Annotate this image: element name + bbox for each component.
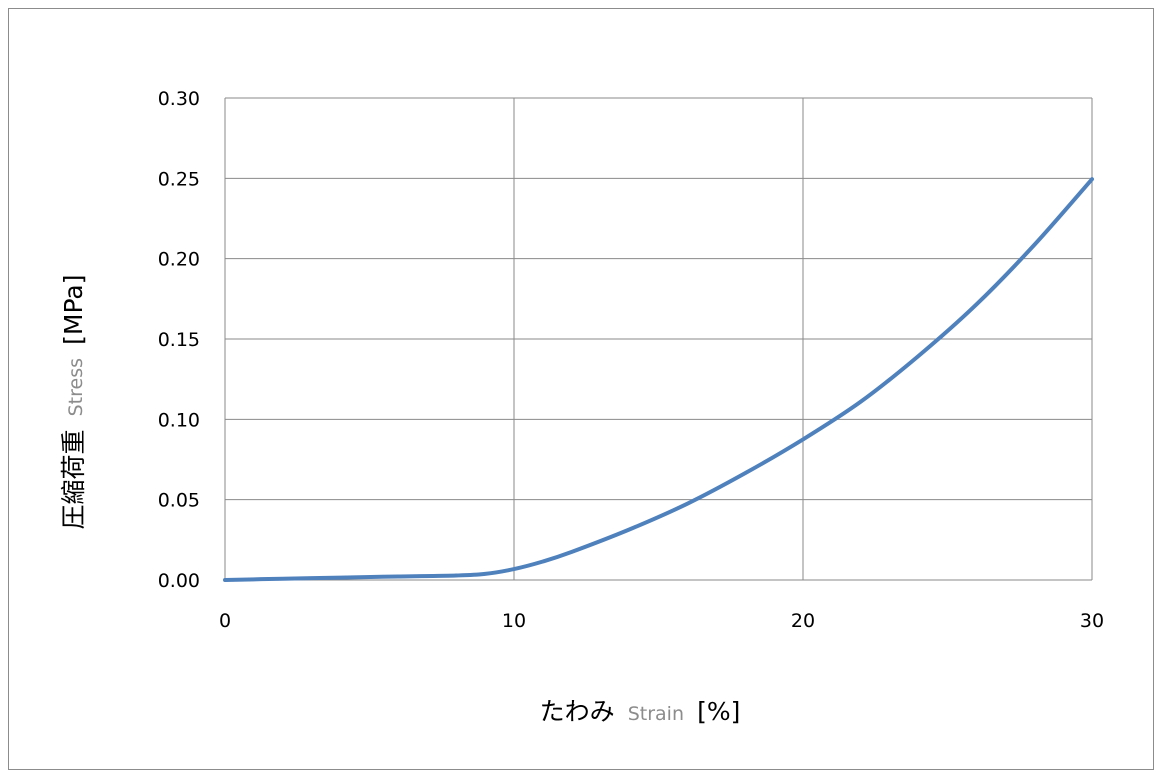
y-axis-title: 圧縮荷重 Stress [MPa] <box>59 275 88 530</box>
x-tick-label: 30 <box>1080 610 1104 632</box>
x-tick-label: 0 <box>219 610 231 632</box>
y-axis-title-unit: [MPa] <box>59 275 88 345</box>
x-axis-title: たわみ Strain [%] <box>540 697 741 726</box>
series-line <box>223 177 1094 582</box>
y-axis-title-en: Stress <box>65 358 87 416</box>
y-tick-label: 0.30 <box>158 88 200 110</box>
x-tick-label: 20 <box>791 610 815 632</box>
x-axis-title-unit: [%] <box>697 697 740 726</box>
x-axis-title-jp: たわみ <box>540 697 615 726</box>
y-axis-title-jp: 圧縮荷重 <box>59 429 88 529</box>
series-layer <box>223 177 1094 582</box>
y-tick-label: 0.05 <box>158 490 200 512</box>
y-tick-label: 0.15 <box>158 329 200 351</box>
x-axis-title-en: Strain <box>628 703 684 725</box>
tick-labels: 0.00 0.05 0.10 0.15 0.20 0.25 0.30 0 10 20 30 <box>158 88 1104 632</box>
y-tick-label: 0.20 <box>158 249 200 271</box>
chart-area <box>8 8 1154 770</box>
x-tick-label: 10 <box>502 610 526 632</box>
y-tick-label: 0.00 <box>158 570 200 592</box>
y-tick-label: 0.25 <box>158 168 200 190</box>
gridlines <box>224 97 1093 581</box>
y-tick-label: 0.10 <box>158 409 200 431</box>
